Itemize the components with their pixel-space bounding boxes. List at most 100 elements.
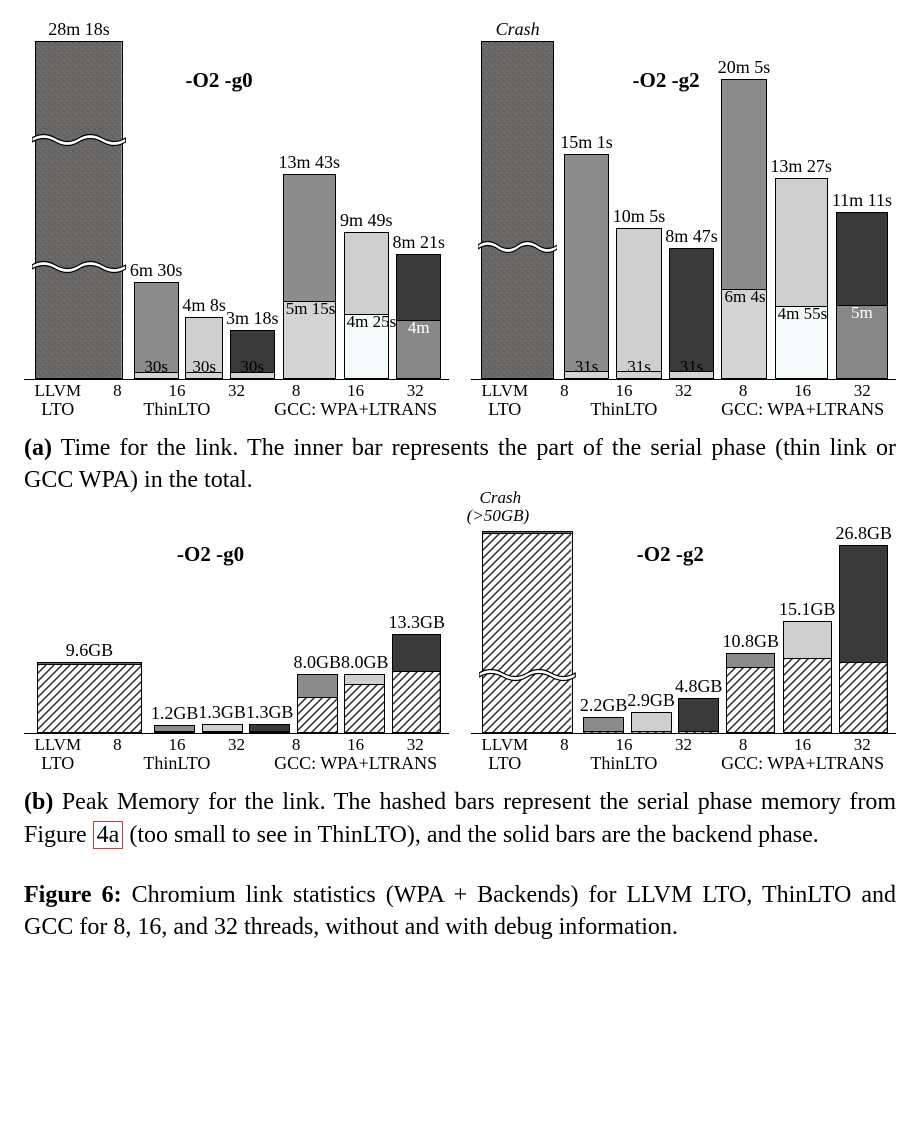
x-group-label: ThinLTO bbox=[535, 399, 714, 420]
x-axis-labels: LLVM8163281632 bbox=[471, 380, 896, 401]
bar-slot: 2.9GB bbox=[627, 524, 675, 733]
bar-serial-hatch bbox=[839, 662, 888, 734]
bar-inner-label: 30s bbox=[135, 357, 178, 377]
caption-a-text: Time for the link. The inner bar represe… bbox=[24, 435, 896, 493]
bar-slot: 11m 11s5m bbox=[832, 20, 892, 379]
bar-serial-hatch bbox=[344, 684, 385, 733]
bar-inner-label: 31s bbox=[670, 357, 713, 377]
chart-panel: -O2 -g09.6GB1.2GB1.3GB1.3GB8.0GB8.0GB13.… bbox=[24, 524, 449, 774]
bar-value-label: 4m 8s bbox=[182, 296, 226, 315]
x-axis-labels: LLVM8163281632 bbox=[24, 380, 449, 401]
caption-a-bold: (a) bbox=[24, 435, 52, 461]
bar-slot: 3m 18s30s bbox=[226, 20, 279, 379]
bar-value-label: 1.3GB bbox=[246, 703, 294, 722]
x-group-label: GCC: WPA+LTRANS bbox=[713, 399, 892, 420]
bar-slot: 10m 5s 31s bbox=[613, 20, 666, 379]
bar-value-label: 13.3GB bbox=[388, 613, 445, 632]
chart-area: 9.6GB1.2GB1.3GB1.3GB8.0GB8.0GB13.3GB bbox=[24, 524, 449, 734]
bar-slot: 1.3GB bbox=[246, 524, 294, 733]
figure-a: -O2 -g028m 18s6m 30s30s4m 8s30s3m 18s30s… bbox=[24, 20, 896, 496]
bar bbox=[392, 634, 441, 733]
bar: 31s bbox=[669, 248, 714, 379]
bar-slot: 10.8GB bbox=[722, 524, 779, 733]
extra-top-label: Crash bbox=[480, 488, 522, 508]
figure-b: -O2 -g09.6GB1.2GB1.3GB1.3GB8.0GB8.0GB13.… bbox=[24, 524, 896, 850]
bar-serial-hatch bbox=[678, 731, 719, 734]
bar bbox=[631, 712, 672, 734]
bar-value-label: 6m 30s bbox=[130, 261, 183, 280]
bar-value-label: 4.8GB bbox=[675, 677, 723, 696]
bar-slot: 20m 5s6m 4s bbox=[718, 20, 771, 379]
bar-inner-label: 5m 15s bbox=[286, 299, 333, 319]
bar-serial-hatch bbox=[631, 731, 672, 734]
x-axis-groups: LTOThinLTOGCC: WPA+LTRANS bbox=[24, 753, 449, 774]
x-axis-labels: LLVM8163281632 bbox=[24, 734, 449, 755]
x-axis-groups: LTOThinLTOGCC: WPA+LTRANS bbox=[24, 399, 449, 420]
figure-ref-4a[interactable]: 4a bbox=[93, 821, 124, 849]
x-axis-groups: LTOThinLTOGCC: WPA+LTRANS bbox=[471, 399, 896, 420]
bar: 31s bbox=[616, 228, 661, 379]
caption-b-post: (too small to see in ThinLTO), and the s… bbox=[123, 822, 818, 848]
bar-value-label: 10.8GB bbox=[722, 632, 779, 651]
bar-value-label: 13m 27s bbox=[770, 157, 832, 176]
bar bbox=[481, 41, 554, 379]
bar-slot: 8.0GB bbox=[293, 524, 341, 733]
figure-6-caption: Figure 6: Chromium link statistics (WPA … bbox=[24, 879, 896, 944]
bar: 30s bbox=[134, 282, 179, 379]
chart-area: 2.2GB2.9GB4.8GB 10.8GB15.1GB26.8GB bbox=[471, 524, 896, 734]
bar: 4m 25s bbox=[344, 232, 389, 379]
bar-value-label: 8.0GB bbox=[293, 653, 341, 672]
bar-slot: Crash bbox=[475, 20, 560, 379]
bar-value-label: 1.2GB bbox=[151, 704, 199, 723]
chart-area: 28m 18s6m 30s30s4m 8s30s3m 18s30s13m 43s… bbox=[24, 20, 449, 380]
x-group-label: ThinLTO bbox=[88, 753, 267, 774]
bar-value-label: 10m 5s bbox=[613, 207, 666, 226]
bar-inner-label: 6m 4s bbox=[724, 287, 763, 307]
bar-value-label: 11m 11s bbox=[832, 191, 892, 210]
bar-value-label: 28m 18s bbox=[48, 20, 110, 39]
bar-value-label: 9m 49s bbox=[340, 211, 393, 230]
bar: 5m 15s bbox=[283, 174, 336, 379]
bar-slot: 2.2GB bbox=[580, 524, 628, 733]
bar-slot: 8m 21s4m bbox=[392, 20, 445, 379]
bar-slot: 1.2GB bbox=[151, 524, 199, 733]
bar-value-label: 13m 43s bbox=[278, 153, 340, 172]
bar bbox=[783, 621, 832, 734]
bar-slot: 15m 1s31s bbox=[560, 20, 613, 379]
bar-value-label: 26.8GB bbox=[835, 524, 892, 543]
bar-serial-hatch bbox=[297, 697, 338, 733]
x-group-label: ThinLTO bbox=[88, 399, 267, 420]
figure-6-text: Chromium link statistics (WPA + Backends… bbox=[24, 882, 896, 940]
extra-top-label: (>50GB) bbox=[467, 506, 529, 526]
bar bbox=[297, 674, 338, 734]
bar bbox=[839, 545, 888, 733]
bar-slot: 9m 49s 4m 25s bbox=[340, 20, 393, 379]
figure-a-panels: -O2 -g028m 18s6m 30s30s4m 8s30s3m 18s30s… bbox=[24, 20, 896, 420]
bar-slot: 8.0GB bbox=[341, 524, 389, 733]
bar-value-label: 8m 47s bbox=[665, 227, 718, 246]
bar-inner-label: 30s bbox=[186, 357, 221, 377]
bar bbox=[726, 653, 775, 734]
chart-panel: -O2 -g2Crash(>50GB)2.2GB2.9GB4.8GB10.8GB… bbox=[471, 524, 896, 774]
x-group-label: LTO bbox=[28, 753, 88, 774]
chart-area: Crash15m 1s31s10m 5s31s8m 47s31s20m 5s6m… bbox=[471, 20, 896, 380]
bar-slot: 1.3GB bbox=[198, 524, 246, 733]
x-group-label: LTO bbox=[475, 753, 535, 774]
x-axis-labels: LLVM8163281632 bbox=[471, 734, 896, 755]
bar: 4m bbox=[396, 254, 441, 379]
bar-value-label: 2.9GB bbox=[627, 691, 675, 710]
bar-slot bbox=[475, 524, 580, 733]
bar-inner-label: 4m 25s bbox=[347, 312, 386, 332]
bar-serial-hatch bbox=[783, 658, 832, 734]
bar-inner-label: 30s bbox=[231, 357, 274, 377]
bar bbox=[35, 41, 123, 379]
bar-slot: 13m 27s4m 55s bbox=[770, 20, 832, 379]
bar bbox=[482, 531, 572, 734]
bar-slot: 28m 18s bbox=[28, 20, 130, 379]
bar-serial-hatch bbox=[202, 731, 243, 733]
bar-slot: 8m 47s 31s bbox=[665, 20, 718, 379]
bar-slot: 26.8GB bbox=[835, 524, 892, 733]
bar: 31s bbox=[564, 154, 609, 379]
bar-slot: 15.1GB bbox=[779, 524, 836, 733]
bar: 30s bbox=[185, 317, 222, 379]
